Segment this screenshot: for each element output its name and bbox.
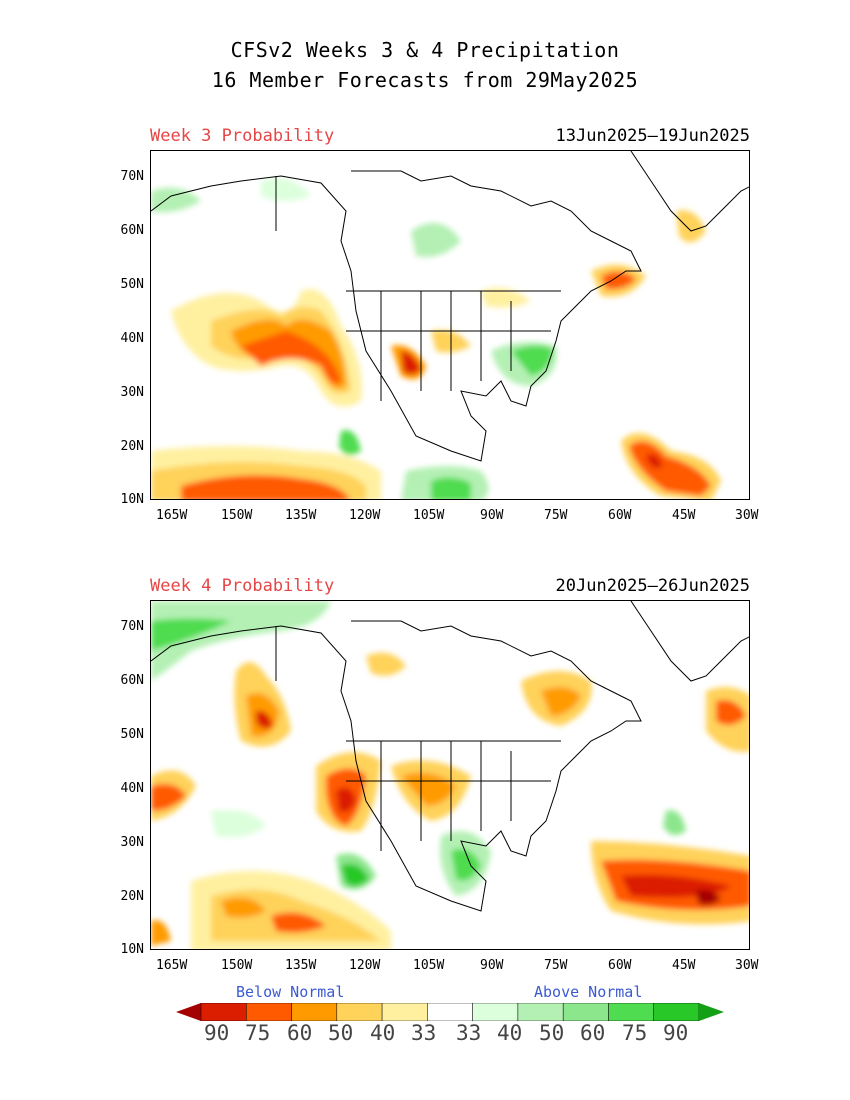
lon-label-165w: 165W xyxy=(156,508,188,523)
lon-label-105w: 105W xyxy=(413,958,445,973)
lon-label-75w: 75W xyxy=(544,508,568,523)
legend-value: 33 xyxy=(411,1021,437,1045)
legend-below-normal: Below Normal xyxy=(236,983,345,1001)
lat-label-60n: 60N xyxy=(120,673,144,688)
lon-label-120w: 120W xyxy=(349,958,381,973)
lat-label-40n: 40N xyxy=(120,781,144,796)
lon-label-45w: 45W xyxy=(672,508,696,523)
legend-arrow-right xyxy=(699,1003,724,1021)
lon-label-75w: 75W xyxy=(544,958,568,973)
legend-value: 50 xyxy=(539,1021,565,1045)
legend-value: 75 xyxy=(245,1021,271,1045)
lon-label-135w: 135W xyxy=(285,508,317,523)
lat-label-20n: 20N xyxy=(120,439,144,454)
week-3-map-canvas xyxy=(151,151,749,499)
lon-label-60w: 60W xyxy=(608,508,632,523)
legend-color-cell xyxy=(291,1003,338,1021)
lat-label-30n: 30N xyxy=(120,835,144,850)
legend-color-cell xyxy=(472,1003,519,1021)
lon-label-30w: 30W xyxy=(735,958,759,973)
lat-label-40n: 40N xyxy=(120,331,144,346)
week-4-map-canvas xyxy=(151,601,749,949)
lon-label-60w: 60W xyxy=(608,958,632,973)
week-4-map xyxy=(150,600,750,950)
legend-value: 75 xyxy=(622,1021,648,1045)
legend-value: 50 xyxy=(328,1021,354,1045)
lat-label-30n: 30N xyxy=(120,385,144,400)
lon-label-120w: 120W xyxy=(349,508,381,523)
legend-color-cell xyxy=(200,1003,247,1021)
lon-label-150w: 150W xyxy=(221,958,253,973)
legend-color-cell xyxy=(427,1003,473,1021)
lon-label-45w: 45W xyxy=(672,958,696,973)
lat-label-10n: 10N xyxy=(120,942,144,957)
legend-color-cell xyxy=(608,1003,654,1021)
panel-1-label: Week 3 Probability xyxy=(150,126,335,146)
lat-label-50n: 50N xyxy=(120,727,144,742)
week-4-probability-shading xyxy=(151,601,749,949)
lat-label-60n: 60N xyxy=(120,223,144,238)
lon-label-105w: 105W xyxy=(413,508,445,523)
week-3-coastlines xyxy=(151,151,749,462)
legend-value: 40 xyxy=(370,1021,396,1045)
legend-arrow-left xyxy=(176,1003,201,1021)
panel-2-dates: 20Jun2025—26Jun2025 xyxy=(555,576,750,596)
week-3-probability-shading xyxy=(151,178,721,499)
legend-value: 60 xyxy=(287,1021,313,1045)
legend-color-cell xyxy=(381,1003,428,1021)
lon-label-90w: 90W xyxy=(480,508,504,523)
legend-value: 90 xyxy=(204,1021,230,1045)
lat-label-70n: 70N xyxy=(120,169,144,184)
legend-color-cell xyxy=(246,1003,292,1021)
legend-colorbar xyxy=(176,1003,724,1021)
lon-label-165w: 165W xyxy=(156,958,188,973)
lat-label-10n: 10N xyxy=(120,492,144,507)
panel-2-label: Week 4 Probability xyxy=(150,576,335,596)
legend-color-cell xyxy=(562,1003,609,1021)
legend-value: 90 xyxy=(663,1021,689,1045)
lon-label-135w: 135W xyxy=(285,958,317,973)
lon-label-150w: 150W xyxy=(221,508,253,523)
title-line-2: 16 Member Forecasts from 29May2025 xyxy=(211,68,639,92)
lon-label-90w: 90W xyxy=(480,958,504,973)
lat-label-50n: 50N xyxy=(120,277,144,292)
lat-label-20n: 20N xyxy=(120,889,144,904)
lat-label-70n: 70N xyxy=(120,619,144,634)
legend-value: 40 xyxy=(497,1021,523,1045)
legend-color-cell xyxy=(653,1003,700,1021)
legend-color-cell xyxy=(517,1003,564,1021)
legend-value: 60 xyxy=(580,1021,606,1045)
panel-1-dates: 13Jun2025—19Jun2025 xyxy=(555,126,750,146)
week-4-coastlines xyxy=(151,601,749,912)
legend-above-normal: Above Normal xyxy=(534,983,643,1001)
legend-color-cell xyxy=(336,1003,383,1021)
title-line-1: CFSv2 Weeks 3 & 4 Precipitation xyxy=(230,38,620,62)
legend-value: 33 xyxy=(456,1021,482,1045)
week-3-map xyxy=(150,150,750,500)
lon-label-30w: 30W xyxy=(735,508,759,523)
